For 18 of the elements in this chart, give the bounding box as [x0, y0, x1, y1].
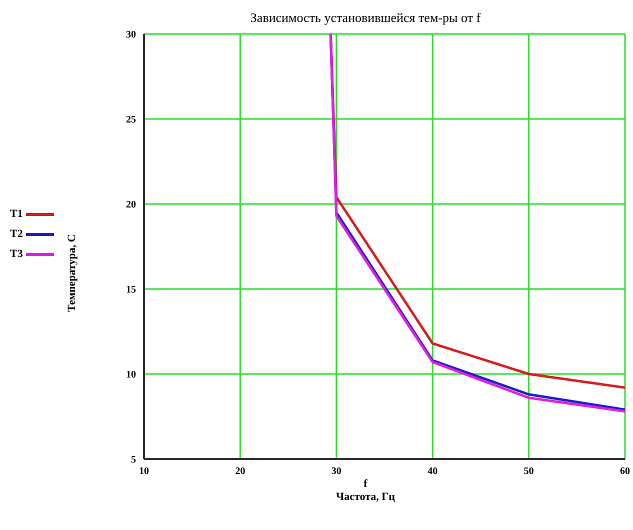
x-axis-title: f Частота, Гц	[335, 478, 396, 504]
x-tick-label: 40	[428, 466, 438, 478]
x-tick-label: 10	[139, 466, 149, 478]
x-tick-label: 20	[235, 466, 246, 478]
legend-label: T1	[10, 208, 23, 220]
y-axis-title: Температура, С	[66, 234, 78, 312]
y-tick-label: 5	[131, 454, 136, 466]
x-tick-label: 60	[620, 466, 630, 478]
chart-title: Зависимость установившейся тем-ры от f	[249, 10, 482, 26]
y-tick-label: 20	[126, 200, 136, 211]
y-tick-label: 25	[126, 114, 136, 126]
y-tick-label: 10	[126, 370, 136, 381]
legend-label: T2	[10, 228, 23, 240]
x-tick-label: 30	[331, 466, 342, 478]
x-tick-label: 50	[524, 466, 534, 478]
y-tick-label: 30	[126, 30, 136, 41]
legend-label: T3	[10, 248, 23, 260]
y-tick-label: 15	[126, 284, 136, 296]
